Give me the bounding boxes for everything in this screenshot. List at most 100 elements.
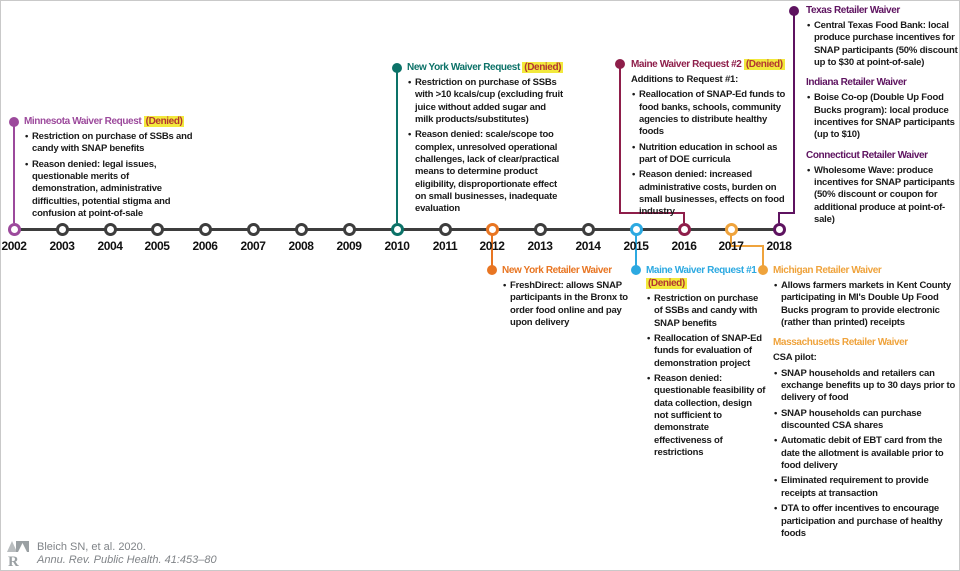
connector-texas-vertical xyxy=(793,11,795,214)
event-dot-michigan xyxy=(758,265,768,275)
year-marker-2004 xyxy=(104,223,117,236)
bullet-item: Automatic debit of EBT card from the dat… xyxy=(773,435,959,472)
bullet-item: Reallocation of SNAP-Ed funds for evalua… xyxy=(646,333,768,370)
year-label: 2012 xyxy=(479,239,505,253)
connector-maine1 xyxy=(635,235,637,266)
bullet-item: Reason denied: questionable feasibility … xyxy=(646,373,768,459)
callout-title: Maine Waiver Request #1 (Denied) xyxy=(646,265,757,289)
connector-michigan-horizontal xyxy=(730,245,764,247)
year-label: 2007 xyxy=(240,239,266,253)
event-dot-new-york-retailer xyxy=(487,265,497,275)
callout-title: Minnesota Waiver Request (Denied) xyxy=(24,116,185,127)
year-label: 2004 xyxy=(97,239,123,253)
bullet-item: SNAP households can purchase discounted … xyxy=(773,408,959,433)
year-marker-2016 xyxy=(678,223,691,236)
year-marker-2006 xyxy=(199,223,212,236)
year-marker-2008 xyxy=(295,223,308,236)
bullet-item: FreshDirect: allows SNAP participants in… xyxy=(502,280,630,329)
bullet-item: Restriction on purchase of SSBs with >10… xyxy=(407,77,565,126)
callout-minnesota: Minnesota Waiver Request (Denied) Restri… xyxy=(24,115,194,223)
callout-title: Connecticut Retailer Waiver xyxy=(806,149,928,161)
event-dot-minnesota xyxy=(9,117,19,127)
callout-new-york-retailer: New York Retailer Waiver FreshDirect: al… xyxy=(502,264,630,332)
bullet-item: Eliminated requirement to provide receip… xyxy=(773,475,959,500)
year-label: 2011 xyxy=(432,239,458,253)
year-label: 2006 xyxy=(192,239,218,253)
bullet-item: Restriction on purchase of SSBs and cand… xyxy=(24,131,194,156)
callout-retailers-right: Texas Retailer Waiver Central Texas Food… xyxy=(806,4,958,229)
callout-intro: Additions to Request #1: xyxy=(631,74,739,85)
year-marker-2013 xyxy=(534,223,547,236)
citation: R Bleich SN, et al. 2020. Annu. Rev. Pub… xyxy=(7,541,217,570)
bullet-item: Restriction on purchase of SSBs and cand… xyxy=(646,293,768,330)
annual-reviews-logo-icon: R xyxy=(7,541,31,570)
section-michigan: Michigan Retailer Waiver Allows farmers … xyxy=(773,264,959,329)
year-marker-2005 xyxy=(151,223,164,236)
year-marker-2002 xyxy=(8,223,21,236)
year-label: 2002 xyxy=(1,239,27,253)
callout-title: Texas Retailer Waiver xyxy=(806,5,900,16)
year-label: 2014 xyxy=(575,239,601,253)
year-marker-2017 xyxy=(725,223,738,236)
callout-michigan-group: Michigan Retailer Waiver Allows farmers … xyxy=(773,264,959,543)
bullet-item: Reason denied: increased administrative … xyxy=(631,169,789,218)
denied-badge: (Denied) xyxy=(143,116,185,127)
bullet-item: Boise Co-op (Double Up Food Bucks progra… xyxy=(806,92,958,141)
event-dot-new-york-waiver xyxy=(392,63,402,73)
callout-title: Massachusetts Retailer Waiver xyxy=(773,337,908,349)
year-marker-2007 xyxy=(247,223,260,236)
callout-new-york-waiver: New York Waiver Request (Denied) Restric… xyxy=(407,61,565,219)
connector-new-york-waiver xyxy=(396,68,398,223)
connector-maine2-vertical xyxy=(619,64,621,214)
year-label: 2016 xyxy=(671,239,697,253)
year-label: 2009 xyxy=(336,239,362,253)
section-connecticut: Connecticut Retailer Waiver Wholesome Wa… xyxy=(806,149,958,227)
bullet-item: Reason denied: scale/scope too complex, … xyxy=(407,129,565,215)
year-marker-2009 xyxy=(343,223,356,236)
year-marker-2015 xyxy=(630,223,643,236)
bullet-item: SNAP households and retailers can exchan… xyxy=(773,368,959,405)
callout-title: Maine Waiver Request #2 (Denied) xyxy=(631,59,785,70)
year-label: 2005 xyxy=(144,239,170,253)
bullet-item: Central Texas Food Bank: local produce p… xyxy=(806,20,958,69)
section-massachusetts: Massachusetts Retailer Waiver CSA pilot:… xyxy=(773,336,959,540)
year-marker-2018 xyxy=(773,223,786,236)
year-label: 2003 xyxy=(49,239,75,253)
year-label: 2008 xyxy=(288,239,314,253)
callout-maine1: Maine Waiver Request #1 (Denied) Restric… xyxy=(646,264,768,462)
connector-michigan-vertical xyxy=(730,235,732,247)
bullet-item: Wholesome Wave: produce incentives for S… xyxy=(806,165,958,227)
bullet-item: Nutrition education in school as part of… xyxy=(631,142,789,167)
callout-title: New York Retailer Waiver xyxy=(502,265,612,276)
event-dot-texas xyxy=(789,6,799,16)
bullet-item: Reason denied: legal issues, questionabl… xyxy=(24,159,194,221)
year-label: 2015 xyxy=(623,239,649,253)
connector-minnesota xyxy=(13,122,15,223)
year-marker-2014 xyxy=(582,223,595,236)
year-label: 2018 xyxy=(766,239,792,253)
section-texas: Texas Retailer Waiver Central Texas Food… xyxy=(806,4,958,69)
year-marker-2003 xyxy=(56,223,69,236)
year-marker-2012 xyxy=(486,223,499,236)
event-dot-maine2 xyxy=(615,59,625,69)
denied-badge: (Denied) xyxy=(522,62,564,73)
year-marker-2011 xyxy=(439,223,452,236)
event-dot-maine1 xyxy=(631,265,641,275)
year-label: 2010 xyxy=(384,239,410,253)
callout-maine2: Maine Waiver Request #2 (Denied) Additio… xyxy=(631,58,789,222)
year-label: 2013 xyxy=(527,239,553,253)
year-marker-2010 xyxy=(391,223,404,236)
callout-title: Indiana Retailer Waiver xyxy=(806,77,907,89)
svg-text:R: R xyxy=(8,554,19,567)
section-indiana: Indiana Retailer Waiver Boise Co-op (Dou… xyxy=(806,76,958,141)
bullet-item: DTA to offer incentives to encourage par… xyxy=(773,503,959,540)
callout-intro: CSA pilot: xyxy=(773,352,817,364)
bullet-item: Allows farmers markets in Kent County pa… xyxy=(773,280,959,329)
connector-new-york-retailer xyxy=(491,235,493,266)
bullet-item: Reallocation of SNAP-Ed funds to food ba… xyxy=(631,89,789,138)
callout-title: Michigan Retailer Waiver xyxy=(773,265,882,276)
citation-journal: Annu. Rev. Public Health. 41:453–80 xyxy=(37,554,217,567)
denied-badge: (Denied) xyxy=(743,59,785,70)
connector-michigan-drop xyxy=(762,245,764,271)
